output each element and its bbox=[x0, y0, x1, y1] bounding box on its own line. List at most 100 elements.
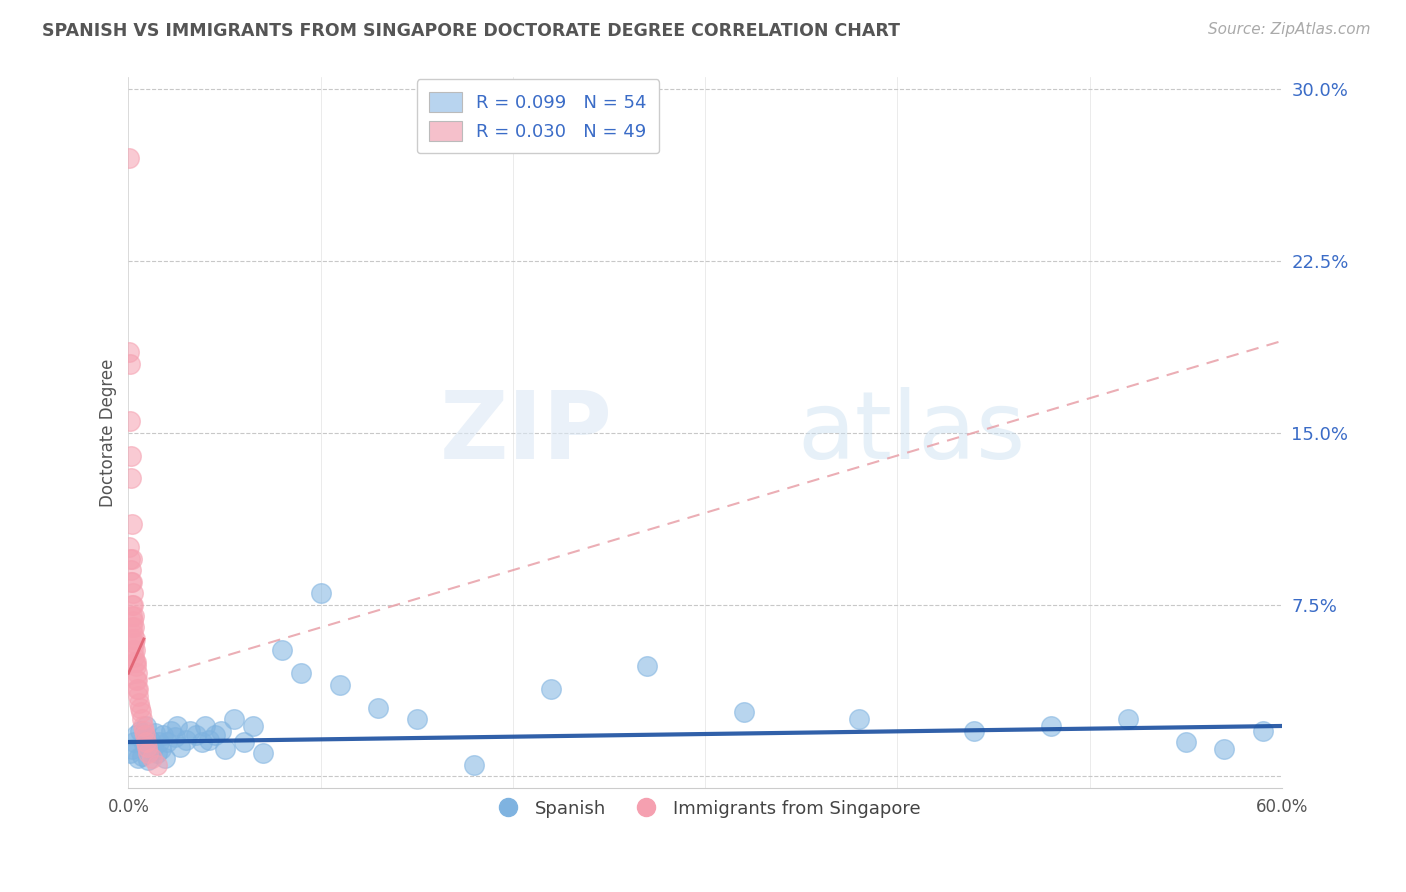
Point bbox=[128, 696, 150, 710]
Point bbox=[129, 700, 152, 714]
Point bbox=[120, 414, 142, 428]
Point bbox=[122, 609, 145, 624]
Point bbox=[125, 655, 148, 669]
Point bbox=[122, 627, 145, 641]
Point bbox=[179, 723, 201, 738]
Point bbox=[136, 753, 159, 767]
Point bbox=[127, 682, 149, 697]
Point bbox=[120, 471, 142, 485]
Point bbox=[271, 643, 294, 657]
Point bbox=[121, 586, 143, 600]
Point bbox=[122, 598, 145, 612]
Point bbox=[132, 719, 155, 733]
Point bbox=[129, 723, 152, 738]
Point bbox=[146, 758, 169, 772]
Point bbox=[120, 551, 142, 566]
Point bbox=[150, 742, 173, 756]
Point bbox=[463, 758, 485, 772]
Point bbox=[174, 732, 197, 747]
Point bbox=[118, 345, 141, 359]
Point bbox=[329, 678, 352, 692]
Point bbox=[122, 650, 145, 665]
Point bbox=[184, 728, 207, 742]
Legend: Spanish, Immigrants from Singapore: Spanish, Immigrants from Singapore bbox=[482, 793, 928, 825]
Point bbox=[141, 751, 163, 765]
Point bbox=[405, 712, 427, 726]
Point bbox=[159, 723, 181, 738]
Point bbox=[290, 666, 312, 681]
Point bbox=[367, 700, 389, 714]
Point bbox=[122, 735, 145, 749]
Point bbox=[124, 659, 146, 673]
Point bbox=[141, 744, 163, 758]
Point bbox=[1040, 719, 1063, 733]
Point bbox=[148, 735, 170, 749]
Point bbox=[124, 643, 146, 657]
Point bbox=[198, 732, 221, 747]
Point bbox=[131, 712, 153, 726]
Point bbox=[129, 705, 152, 719]
Point bbox=[156, 735, 179, 749]
Point bbox=[1174, 735, 1197, 749]
Point bbox=[127, 689, 149, 703]
Text: Source: ZipAtlas.com: Source: ZipAtlas.com bbox=[1208, 22, 1371, 37]
Point bbox=[122, 636, 145, 650]
Point bbox=[121, 742, 143, 756]
Point bbox=[963, 723, 986, 738]
Point bbox=[135, 735, 157, 749]
Point bbox=[127, 751, 149, 765]
Point bbox=[122, 620, 145, 634]
Text: SPANISH VS IMMIGRANTS FROM SINGAPORE DOCTORATE DEGREE CORRELATION CHART: SPANISH VS IMMIGRANTS FROM SINGAPORE DOC… bbox=[42, 22, 900, 40]
Point bbox=[124, 632, 146, 646]
Point bbox=[163, 731, 186, 745]
Point bbox=[204, 728, 226, 742]
Point bbox=[135, 739, 157, 754]
Point bbox=[121, 632, 143, 646]
Point bbox=[1116, 712, 1139, 726]
Point bbox=[153, 751, 176, 765]
Point bbox=[125, 682, 148, 697]
Point bbox=[125, 673, 148, 688]
Point bbox=[242, 719, 264, 733]
Point bbox=[121, 609, 143, 624]
Point bbox=[120, 563, 142, 577]
Point bbox=[120, 449, 142, 463]
Point bbox=[252, 747, 274, 761]
Point bbox=[135, 719, 157, 733]
Point bbox=[120, 574, 142, 589]
Point bbox=[118, 151, 141, 165]
Point bbox=[121, 614, 143, 628]
Point bbox=[125, 728, 148, 742]
Y-axis label: Doctorate Degree: Doctorate Degree bbox=[100, 359, 117, 507]
Point bbox=[132, 723, 155, 738]
Point bbox=[309, 586, 332, 600]
Point bbox=[214, 742, 236, 756]
Point bbox=[120, 747, 142, 761]
Point bbox=[132, 737, 155, 751]
Point bbox=[848, 712, 870, 726]
Point bbox=[121, 574, 143, 589]
Point bbox=[122, 643, 145, 657]
Point bbox=[131, 748, 153, 763]
Point bbox=[636, 659, 658, 673]
Point bbox=[145, 726, 167, 740]
Point bbox=[118, 357, 141, 371]
Point bbox=[121, 620, 143, 634]
Point bbox=[166, 719, 188, 733]
Point bbox=[209, 723, 232, 738]
Point bbox=[121, 551, 143, 566]
Point bbox=[124, 655, 146, 669]
Point bbox=[1251, 723, 1274, 738]
Point bbox=[138, 732, 160, 747]
Point bbox=[142, 739, 165, 754]
Point bbox=[136, 747, 159, 761]
Point bbox=[134, 728, 156, 742]
Point bbox=[733, 705, 755, 719]
Point bbox=[232, 735, 254, 749]
Point bbox=[121, 517, 143, 532]
Text: atlas: atlas bbox=[797, 386, 1025, 479]
Point bbox=[1213, 742, 1236, 756]
Point bbox=[125, 666, 148, 681]
Point bbox=[169, 739, 191, 754]
Point bbox=[121, 598, 143, 612]
